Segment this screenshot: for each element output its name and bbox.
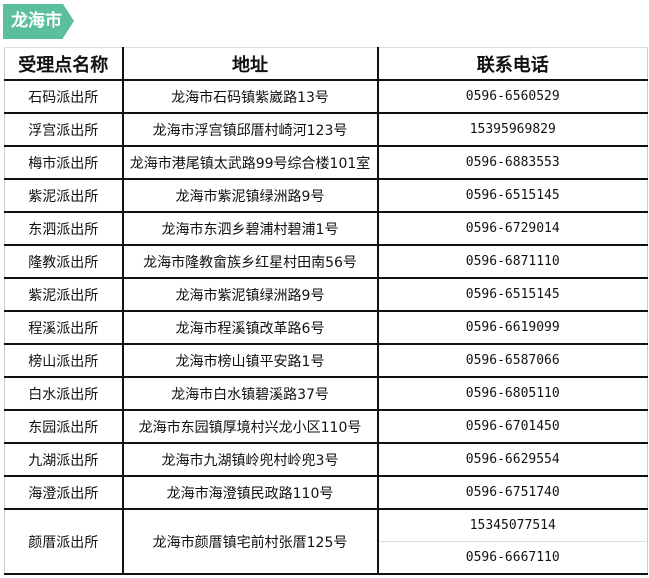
station-name: 东园派出所 [4, 410, 124, 444]
station-address: 龙海市浮宫镇邱厝村崎河123号 [121, 113, 379, 147]
station-address: 龙海市石码镇紫崴路13号 [121, 80, 379, 114]
section-tag: 龙海市 [3, 4, 74, 39]
station-phone: 0596-6515145 [376, 278, 648, 312]
header-address: 地址 [121, 47, 379, 81]
station-phone: 0596-6805110 [376, 377, 648, 411]
station-name: 梅市派出所 [4, 146, 124, 180]
station-phone: 0596-6883553 [376, 146, 648, 180]
station-name: 海澄派出所 [4, 476, 124, 510]
table-row: 白水派出所 龙海市白水镇碧溪路37号 0596-6805110 [4, 377, 648, 411]
table-row: 梅市派出所 龙海市港尾镇太武路99号综合楼101室 0596-6883553 [4, 146, 648, 180]
table-row: 榜山派出所 龙海市榜山镇平安路1号 0596-6587066 [4, 344, 648, 378]
station-phone: 0596-6729014 [376, 212, 648, 246]
station-phone: 0596-6619099 [376, 311, 648, 345]
table-header: 受理点名称 地址 联系电话 [4, 47, 648, 81]
table-row: 程溪派出所 龙海市程溪镇改革路6号 0596-6619099 [4, 311, 648, 345]
station-name: 紫泥派出所 [4, 179, 124, 213]
station-phone: 0596-6560529 [376, 80, 648, 114]
table-row: 紫泥派出所 龙海市紫泥镇绿洲路9号 0596-6515145 [4, 278, 648, 312]
station-address: 龙海市九湖镇岭兜村岭兜3号 [121, 443, 379, 477]
table-row: 东园派出所 龙海市东园镇厚境村兴龙小区110号 0596-6701450 [4, 410, 648, 444]
station-address: 龙海市东泗乡碧浦村碧浦1号 [121, 212, 379, 246]
station-address: 龙海市隆教畲族乡红星村田南56号 [121, 245, 379, 279]
station-address: 龙海市颜厝镇宅前村张厝125号 [121, 509, 379, 575]
station-name: 隆教派出所 [4, 245, 124, 279]
header-phone: 联系电话 [376, 47, 648, 81]
station-name: 白水派出所 [4, 377, 124, 411]
station-address: 龙海市程溪镇改革路6号 [121, 311, 379, 345]
table-row: 海澄派出所 龙海市海澄镇民政路110号 0596-6751740 [4, 476, 648, 510]
station-address: 龙海市白水镇碧溪路37号 [121, 377, 379, 411]
station-phone: 15395969829 [376, 113, 648, 147]
station-address: 龙海市榜山镇平安路1号 [121, 344, 379, 378]
station-name: 石码派出所 [4, 80, 124, 114]
station-phone: 0596-6751740 [376, 476, 648, 510]
station-name: 颜厝派出所 [4, 509, 124, 575]
station-name: 九湖派出所 [4, 443, 124, 477]
station-name: 程溪派出所 [4, 311, 124, 345]
station-name: 榜山派出所 [4, 344, 124, 378]
station-phone: 0596-6667110 [377, 541, 648, 575]
station-phone: 15345077514 [376, 509, 648, 542]
station-address: 龙海市紫泥镇绿洲路9号 [121, 179, 379, 213]
table-row: 东泗派出所 龙海市东泗乡碧浦村碧浦1号 0596-6729014 [4, 212, 648, 246]
station-name: 紫泥派出所 [4, 278, 124, 312]
station-address: 龙海市港尾镇太武路99号综合楼101室 [121, 146, 379, 180]
station-name: 东泗派出所 [4, 212, 124, 246]
header-name: 受理点名称 [4, 47, 124, 81]
table-row: 九湖派出所 龙海市九湖镇岭兜村岭兜3号 0596-6629554 [4, 443, 648, 477]
station-phone: 0596-6871110 [376, 245, 648, 279]
table-row: 浮宫派出所 龙海市浮宫镇邱厝村崎河123号 15395969829 [4, 113, 648, 147]
station-address: 龙海市海澄镇民政路110号 [121, 476, 379, 510]
station-name: 浮宫派出所 [4, 113, 124, 147]
table-row: 石码派出所 龙海市石码镇紫崴路13号 0596-6560529 [4, 80, 648, 114]
table-row: 颜厝派出所 龙海市颜厝镇宅前村张厝125号 15345077514 [4, 509, 648, 575]
table-row: 紫泥派出所 龙海市紫泥镇绿洲路9号 0596-6515145 [4, 179, 648, 213]
station-phone: 0596-6587066 [376, 344, 648, 378]
station-phone: 0596-6701450 [376, 410, 648, 444]
station-phone: 0596-6629554 [376, 443, 648, 477]
table-row: 隆教派出所 龙海市隆教畲族乡红星村田南56号 0596-6871110 [4, 245, 648, 279]
police-station-table: 受理点名称 地址 联系电话 石码派出所 龙海市石码镇紫崴路13号 0596-6560… [4, 47, 648, 575]
station-address: 龙海市紫泥镇绿洲路9号 [121, 278, 379, 312]
table-row: 0596-6667110 [5, 541, 648, 575]
station-phone: 0596-6515145 [376, 179, 648, 213]
station-address: 龙海市东园镇厚境村兴龙小区110号 [121, 410, 379, 444]
